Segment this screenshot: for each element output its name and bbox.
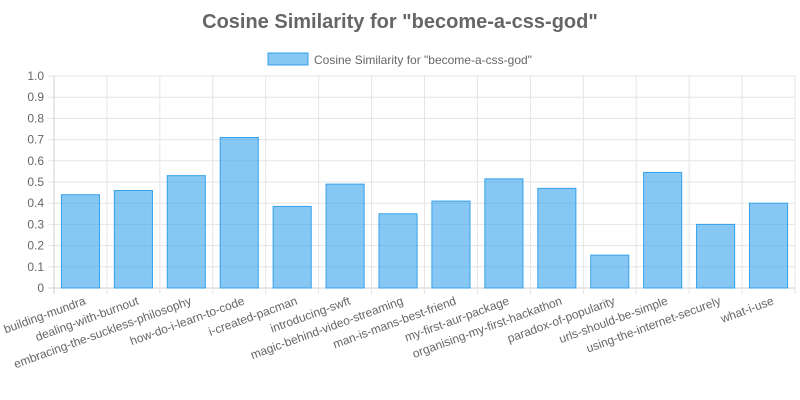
y-tick-label: 0.5 [27, 175, 44, 189]
legend-label[interactable]: Cosine Similarity for "become-a-css-god" [314, 53, 532, 67]
chart-title: Cosine Similarity for "become-a-css-god" [202, 11, 598, 33]
y-tick-label: 0 [37, 281, 44, 295]
y-tick-label: 0.2 [27, 239, 44, 253]
x-axis: building-mundradealing-with-burnoutembra… [2, 293, 776, 371]
x-tick-label: what-i-use [718, 294, 776, 327]
y-tick-label: 0.1 [27, 260, 44, 274]
y-tick-label: 0.6 [27, 154, 44, 168]
bar-building-mundra[interactable] [60, 194, 101, 289]
y-tick-label: 0.9 [27, 90, 44, 104]
bar-embracing-the-suckless-philosophy[interactable] [166, 175, 206, 289]
y-axis: 0 0.1 0.2 0.3 0.4 0.5 0.6 0.7 0.8 0.9 1.0 [27, 69, 44, 295]
bar-my-first-aur-package[interactable] [484, 178, 524, 289]
bar-magic-behind-video-streaming[interactable] [378, 213, 418, 289]
bar-organising-my-first-hackathon[interactable] [537, 187, 577, 289]
bar-paradox-of-popularity[interactable] [590, 254, 630, 289]
grid-layer [48, 75, 796, 294]
bar-dealing-with-burnout[interactable] [113, 189, 153, 289]
bar-introducing-swft[interactable] [325, 183, 365, 289]
y-tick-label: 1.0 [27, 69, 44, 83]
bar-i-created-pacman[interactable] [272, 205, 312, 289]
bar-urls-should-be-simple[interactable] [643, 171, 683, 289]
bar-man-is-mans-best-friend[interactable] [431, 200, 471, 289]
y-tick-label: 0.7 [27, 133, 44, 147]
y-tick-label: 0.3 [27, 217, 44, 231]
y-tick-label: 0.4 [27, 196, 44, 210]
legend-swatch[interactable] [267, 52, 309, 66]
bar-what-i-use[interactable] [748, 202, 789, 289]
bars-layer [60, 136, 789, 289]
bar-using-the-internet-securely[interactable] [696, 223, 736, 289]
bar-how-do-i-learn-to-code[interactable] [219, 136, 259, 289]
y-tick-label: 0.8 [27, 111, 44, 125]
legend[interactable]: Cosine Similarity for "become-a-css-god" [267, 52, 532, 67]
